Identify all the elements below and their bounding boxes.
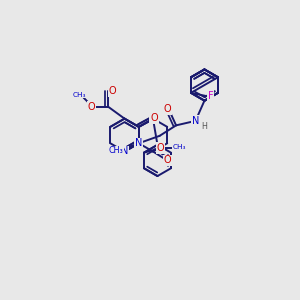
Text: H: H [202,122,207,131]
Text: O: O [164,155,171,166]
Text: F: F [208,91,214,101]
Text: N: N [192,116,199,126]
Text: O: O [109,86,116,96]
Text: N: N [135,138,142,148]
Text: O: O [87,102,95,112]
Text: CH₃: CH₃ [72,92,86,98]
Text: N: N [149,114,157,124]
Text: CH₃: CH₃ [173,144,187,150]
Text: N: N [121,146,128,157]
Text: O: O [163,104,171,114]
Text: O: O [151,113,158,124]
Text: CH₃: CH₃ [109,146,124,155]
Text: O: O [157,143,164,153]
